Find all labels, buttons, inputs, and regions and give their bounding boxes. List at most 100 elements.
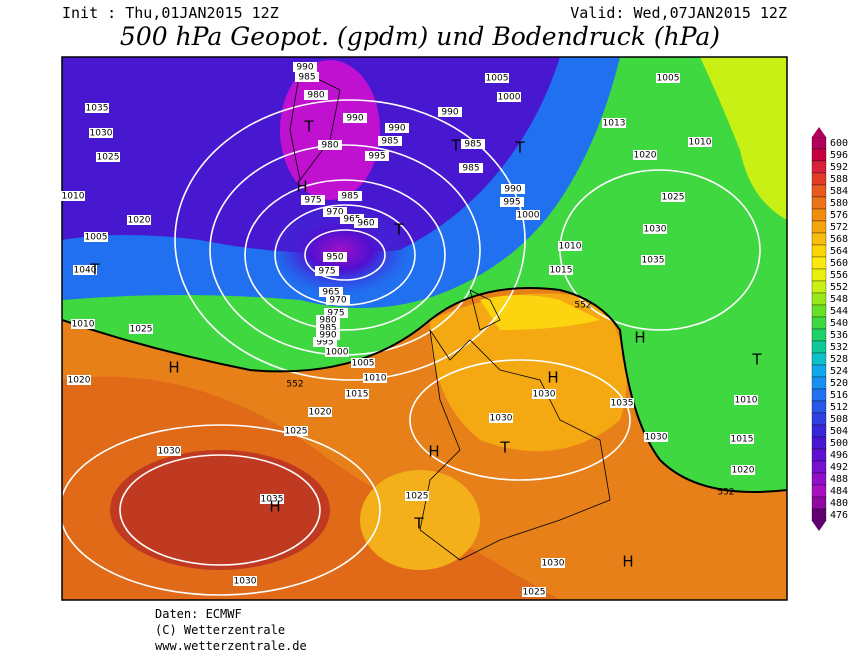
isobar-label: 990 [296,63,313,73]
pressure-center: H [428,443,439,461]
isobar-label-box [71,319,95,329]
isobar-label: 985 [319,324,336,334]
pressure-center: H [269,498,280,516]
isobar-label: 970 [329,296,346,306]
isobar-label: 1030 [490,414,513,424]
isobar-label-box [304,90,328,100]
isobar-label-box [500,197,524,207]
isobar-label: 1010 [364,374,387,384]
isobar-label-box [61,191,85,201]
scale-segment [811,172,827,186]
isobar-label-box [643,224,667,234]
scale-label: 504 [830,426,848,437]
pressure-center: T [413,515,424,533]
scale-label: 488 [830,474,848,485]
isobar-label: 990 [388,124,405,134]
scale-segment [811,496,827,510]
isobar-label: 970 [326,208,343,218]
scale-label: 556 [830,270,848,281]
isobar-label: 1010 [735,396,758,406]
scale-segment [811,292,827,306]
scale-segment [811,160,827,174]
isobar-label-box [308,407,332,417]
isobar-label-box [316,323,340,333]
isobar-label-box [661,192,685,202]
isobar-label-box [522,587,546,597]
isobar-label-box [532,389,556,399]
isobar-label: 985 [462,164,479,174]
scale-label: 484 [830,486,848,497]
isohypse-label: 552 [574,301,591,311]
isobar-label-box [313,337,337,347]
isohypse-label: 552 [717,488,734,498]
isobar-label-box [233,576,257,586]
pressure-center: H [547,369,558,387]
isobar-label-box [323,207,347,217]
isobar-label: 995 [316,338,333,348]
scale-label: 588 [830,174,848,185]
isobar-label-box [734,395,758,405]
isobar-label: 1035 [261,495,284,505]
isobar-label: 1015 [731,435,754,445]
scale-label: 528 [830,354,848,365]
isobar-label: 1020 [309,408,332,418]
isobar-label-box [644,432,668,442]
scale-label: 572 [830,222,848,233]
scale-segment [811,436,827,450]
scale-segment [811,244,827,258]
isobar-label: 1015 [346,390,369,400]
isobar-label-box [363,373,387,383]
scale-label: 540 [830,318,848,329]
isobar-label-box [610,398,634,408]
scale-label: 532 [830,342,848,353]
pressure-center: T [450,137,461,155]
isobar-label-box [316,330,340,340]
isobar-label: 995 [503,198,520,208]
isobar-label-box [489,413,513,423]
isobar-label: 950 [326,253,343,263]
isobar-label: 1035 [642,256,665,266]
pressure-center: T [751,351,762,369]
isobar-label: 975 [304,196,321,206]
isobar-label: 1000 [498,93,521,103]
isobar-label: 1025 [662,193,685,203]
isobar-label: 965 [343,215,360,225]
scale-segment [811,280,827,294]
scale-label: 500 [830,438,848,449]
isobar-label-box [89,128,113,138]
isobar-label: 1030 [533,390,556,400]
scale-label: 564 [830,246,848,257]
scale-label: 596 [830,150,848,161]
scale-label: 476 [830,510,848,521]
copyright: (C) Wetterzentrale [155,623,285,637]
isobar-label: 975 [318,267,335,277]
isobar-label: 1030 [90,129,113,139]
scale-segment [811,364,827,378]
isobar-label: 1020 [128,216,151,226]
scale-segment [811,304,827,318]
scale-label: 576 [830,210,848,221]
isobar-label-box [633,150,657,160]
scale-segment [811,376,827,390]
scale-label: 552 [830,282,848,293]
valid-time: Valid: Wed,07JAN2015 12Z [570,4,787,22]
isobar-label-box [318,140,342,150]
isobar-label: 965 [322,288,339,298]
pressure-center: H [296,178,307,196]
isobar-label-box [656,73,680,83]
isobar-label-box [323,252,347,262]
isobar-label: 1010 [559,242,582,252]
isobar-label: 985 [298,73,315,83]
isobar-label: 1025 [97,153,120,163]
isobar-label: 1005 [486,74,509,84]
isobar-label: 985 [341,192,358,202]
scale-label: 512 [830,402,848,413]
scale-label: 580 [830,198,848,209]
isobar-label-box [549,265,573,275]
isobar-label: 1010 [72,320,95,330]
isobar-label: 975 [327,309,344,319]
isobar-label-box [260,494,284,504]
scale-label: 508 [830,414,848,425]
scale-label: 548 [830,294,848,305]
isobar-label-box [319,287,343,297]
